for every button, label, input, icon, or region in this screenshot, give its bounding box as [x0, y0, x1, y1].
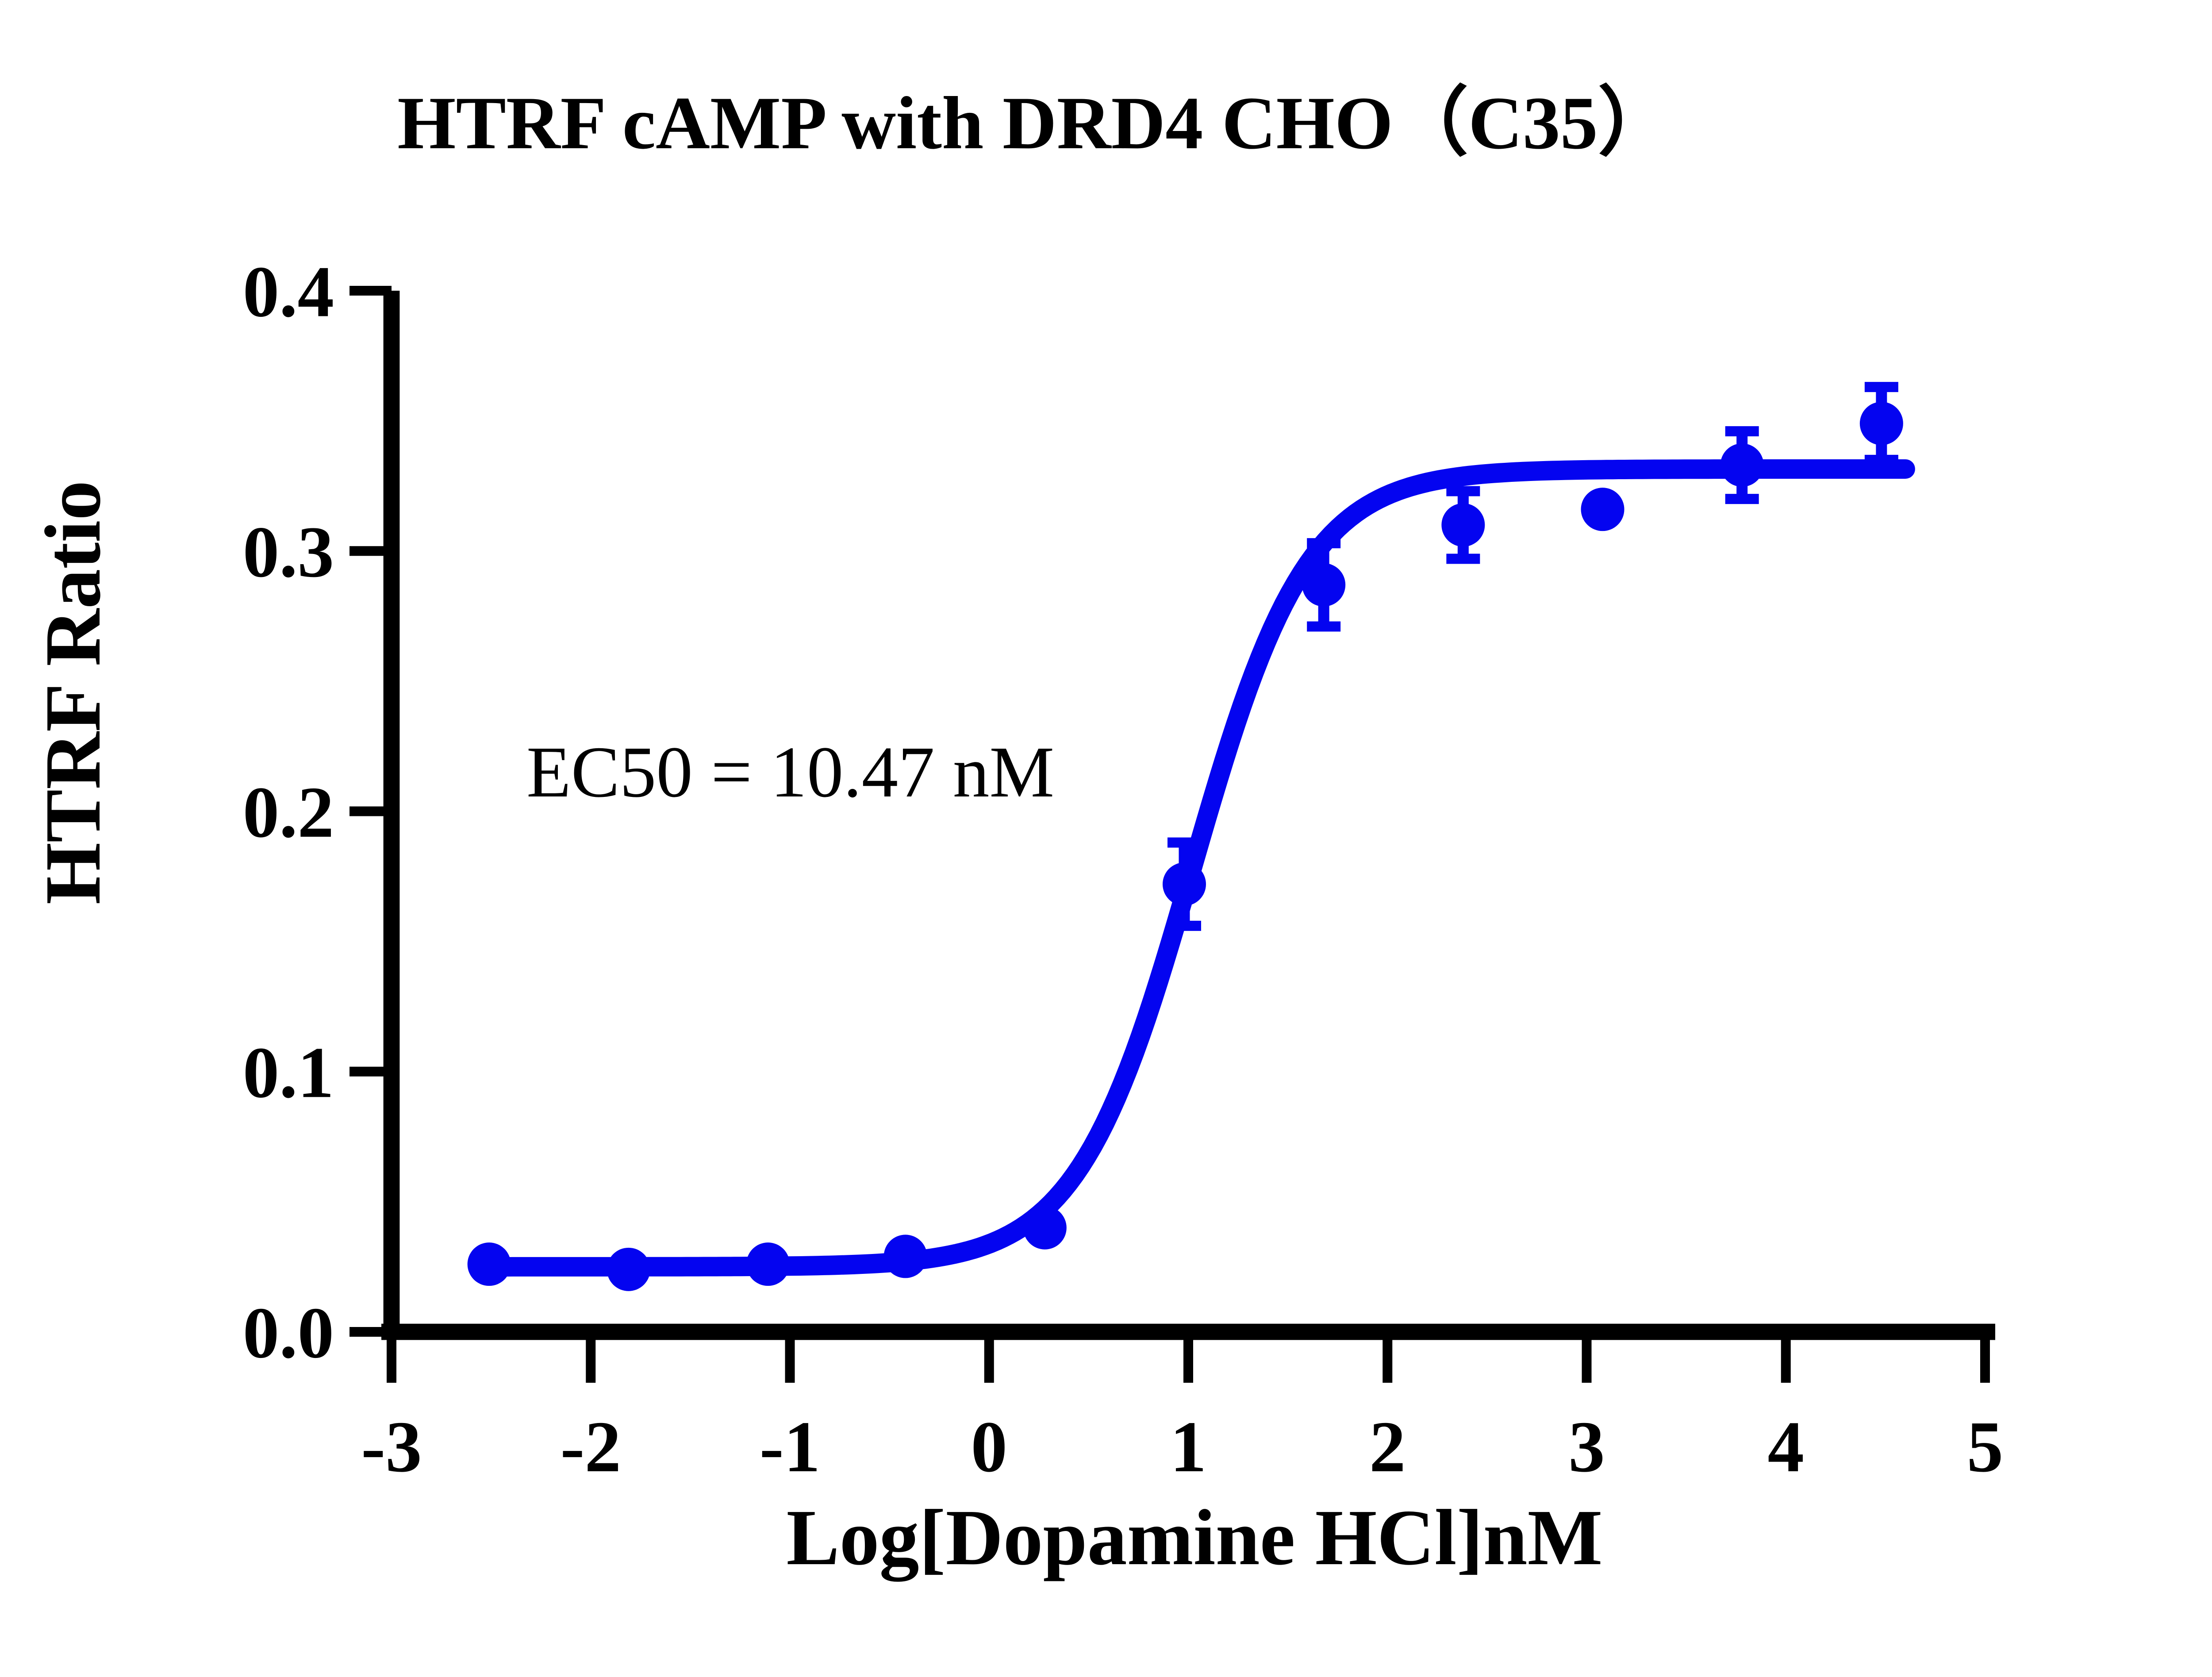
y-tick-label: 0.1 [243, 1032, 334, 1113]
fit-curve [479, 459, 1915, 1277]
ec50-annotation: EC50 = 10.47 nM [526, 731, 1054, 812]
data-point [1302, 563, 1346, 607]
data-point [1162, 862, 1206, 906]
tick-labels-layer: -3 -2 -1 0 1 2 3 4 5 0.0 0.1 0.2 0.3 0.4 [243, 251, 2004, 1488]
fit-curve-layer [479, 459, 1915, 1277]
data-point [467, 1242, 511, 1286]
y-tick-label: 0.3 [243, 512, 334, 592]
x-tick-label: 4 [1768, 1406, 1805, 1487]
y-tick-label: 0.0 [243, 1292, 334, 1373]
data-point [1859, 402, 1903, 446]
x-tick-label: 3 [1568, 1406, 1605, 1487]
y-tick-label: 0.4 [243, 251, 334, 332]
x-tick-label: 2 [1369, 1406, 1406, 1487]
data-point [746, 1242, 790, 1286]
x-tick-label: 5 [1967, 1406, 2004, 1487]
data-point [1441, 503, 1485, 547]
x-tick-label: 0 [971, 1406, 1008, 1487]
y-tick-label: 0.2 [243, 772, 334, 853]
data-points-layer [467, 402, 1903, 1291]
chart-title: HTRF cAMP with DRD4 CHO（C35） [397, 81, 1673, 165]
data-point [1720, 443, 1764, 487]
x-tick-label: 1 [1170, 1406, 1207, 1487]
data-point [1023, 1206, 1067, 1250]
axes-layer [349, 285, 1995, 1383]
x-tick-label: -1 [760, 1406, 820, 1487]
data-point [1581, 488, 1624, 531]
data-point [883, 1235, 927, 1278]
x-tick-label: -3 [361, 1406, 422, 1487]
x-axis-title: Log[Dopamine HCl]nM [787, 1493, 1603, 1582]
data-point [607, 1247, 650, 1291]
x-tick-label: -2 [561, 1406, 621, 1487]
y-axis-title: HTRF Ratio [29, 481, 117, 904]
